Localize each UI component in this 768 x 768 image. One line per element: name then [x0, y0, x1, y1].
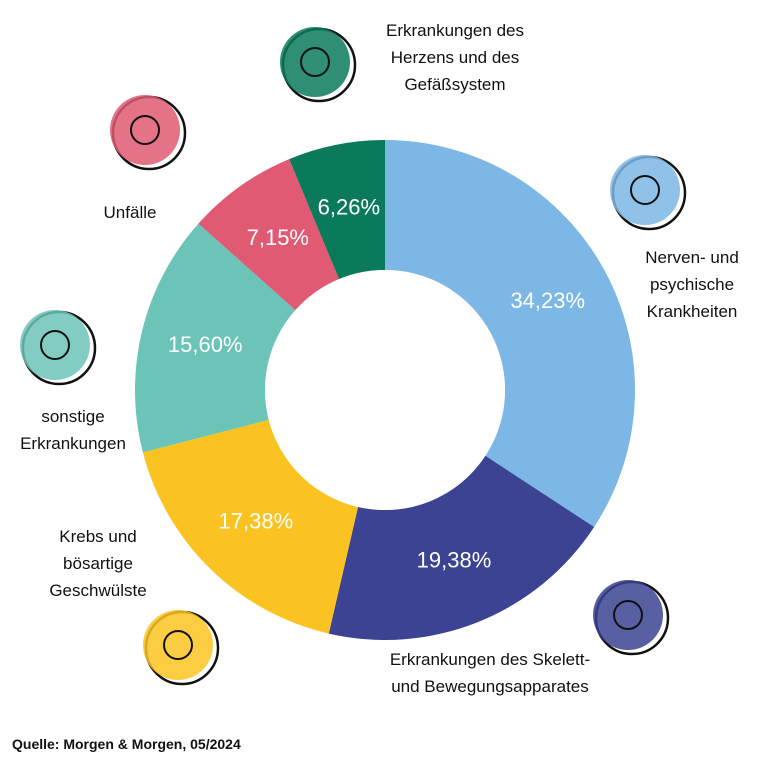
- donut-hole: [265, 270, 505, 510]
- icon-glyph: [630, 175, 660, 205]
- icon-glyph: [130, 115, 160, 145]
- icon-glyph: [40, 330, 70, 360]
- donut-segment: [328, 455, 595, 641]
- value-label: 7,15%: [247, 225, 309, 250]
- donut-segment: [142, 419, 359, 634]
- category-label: sonstige Erkrankungen: [20, 407, 126, 453]
- icon: [20, 310, 90, 380]
- icon: [593, 580, 663, 650]
- value-label: 17,38%: [219, 508, 294, 533]
- value-label: 6,26%: [318, 194, 380, 219]
- category-label: Krebs und bösartige Geschwülste: [49, 527, 147, 600]
- icon: [110, 95, 180, 165]
- icon: [610, 155, 680, 225]
- icon-glyph: [300, 47, 330, 77]
- icon: [143, 610, 213, 680]
- donut-segment: [134, 223, 296, 453]
- value-label: 19,38%: [417, 547, 492, 572]
- category-label: Unfälle: [103, 203, 157, 222]
- icon-glyph: [613, 600, 643, 630]
- category-label: Erkrankungen des Skelett- und Bewegungsa…: [389, 650, 591, 696]
- icon: [280, 27, 350, 97]
- category-label: Erkrankungen des Herzens und des Gefäßsy…: [386, 21, 524, 94]
- category-label: Nerven- und psychische Krankheiten: [645, 248, 739, 321]
- donut-segment: [198, 159, 340, 311]
- icon-glyph: [163, 630, 193, 660]
- value-label: 34,23%: [510, 288, 585, 313]
- source: Quelle: Morgen & Morgen, 05/2024: [12, 736, 241, 752]
- value-label: 15,60%: [168, 332, 243, 357]
- donut-segment: [385, 140, 636, 527]
- donut-segment: [289, 140, 385, 280]
